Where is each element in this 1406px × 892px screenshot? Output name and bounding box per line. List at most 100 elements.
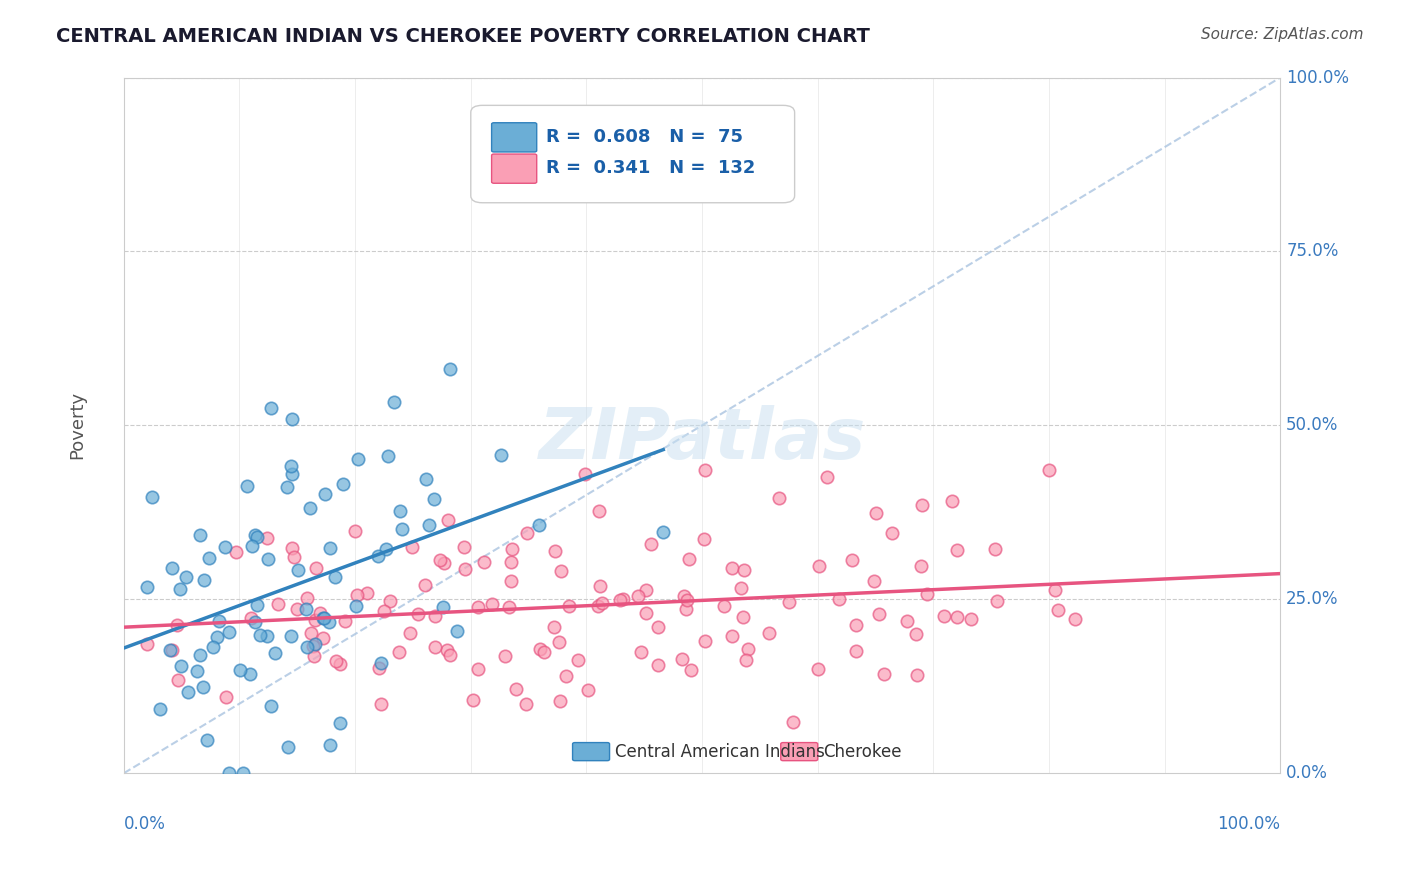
blue: [186, 664, 208, 678]
blue: [529, 518, 551, 533]
pink: [827, 592, 849, 607]
blue: [159, 643, 181, 657]
pink: [467, 662, 489, 676]
blue: [347, 452, 370, 467]
pink: [325, 654, 347, 668]
blue: [318, 541, 340, 556]
pink: [436, 513, 458, 527]
blue: [280, 467, 302, 481]
pink: [932, 609, 955, 624]
blue: [377, 449, 399, 463]
pink: [695, 633, 717, 648]
Text: R =  0.608   N =  75: R = 0.608 N = 75: [546, 128, 742, 145]
pink: [880, 526, 903, 541]
pink: [1038, 463, 1060, 477]
pink: [295, 591, 318, 606]
pink: [845, 618, 868, 632]
pink: [910, 559, 932, 574]
pink: [166, 617, 188, 632]
blue: [329, 716, 352, 731]
blue: [191, 680, 214, 694]
pink: [467, 599, 489, 614]
pink: [671, 652, 693, 666]
pink: [499, 555, 522, 569]
blue: [260, 401, 283, 416]
pink: [494, 649, 516, 664]
blue: [264, 647, 287, 661]
pink: [368, 661, 391, 675]
pink: [815, 470, 838, 484]
blue: [240, 539, 263, 553]
pink: [346, 588, 368, 602]
blue: [188, 528, 211, 542]
pink: [904, 627, 927, 641]
blue: [294, 602, 316, 616]
pink: [1047, 603, 1070, 617]
blue: [415, 472, 437, 486]
pink: [915, 587, 938, 601]
blue: [388, 504, 411, 518]
pink: [215, 690, 238, 705]
pink: [905, 668, 928, 682]
blue: [249, 628, 271, 642]
pink: [941, 494, 963, 508]
blue: [318, 615, 340, 630]
pink: [335, 615, 357, 629]
pink: [378, 594, 401, 608]
pink: [567, 653, 589, 667]
blue: [170, 659, 193, 673]
pink: [636, 582, 658, 597]
pink: [1043, 583, 1066, 598]
blue: [260, 699, 283, 714]
blue: [243, 528, 266, 542]
FancyBboxPatch shape: [492, 154, 537, 183]
pink: [782, 715, 804, 730]
pink: [945, 543, 967, 558]
pink: [721, 561, 744, 575]
pink: [329, 657, 352, 671]
pink: [413, 578, 436, 592]
blue: [214, 540, 236, 554]
blue: [391, 523, 413, 537]
pink: [574, 467, 596, 482]
pink: [312, 632, 335, 646]
blue: [232, 766, 254, 780]
FancyBboxPatch shape: [780, 742, 818, 761]
blue: [370, 656, 392, 670]
pink: [166, 673, 188, 687]
pink: [721, 629, 744, 643]
pink: [370, 698, 392, 712]
pink: [423, 640, 446, 655]
pink: [388, 645, 411, 659]
pink: [516, 525, 538, 540]
pink: [676, 593, 699, 607]
blue: [439, 362, 461, 376]
pink: [675, 602, 697, 616]
Text: 100.0%: 100.0%: [1218, 815, 1281, 833]
pink: [398, 626, 420, 640]
pink: [439, 648, 461, 663]
pink: [433, 556, 456, 570]
blue: [314, 611, 336, 625]
pink: [302, 649, 325, 664]
pink: [778, 595, 800, 609]
pink: [501, 541, 523, 556]
Text: 0.0%: 0.0%: [124, 815, 166, 833]
pink: [401, 540, 423, 554]
blue: [418, 517, 440, 532]
pink: [695, 462, 717, 476]
blue: [195, 733, 218, 747]
pink: [498, 599, 520, 614]
blue: [218, 766, 240, 780]
pink: [896, 614, 918, 628]
blue: [318, 738, 340, 752]
pink: [713, 599, 735, 613]
blue: [198, 551, 221, 566]
pink: [135, 637, 157, 651]
pink: [768, 491, 790, 506]
pink: [647, 658, 669, 673]
Text: R =  0.341   N =  132: R = 0.341 N = 132: [546, 159, 755, 177]
pink: [868, 607, 890, 621]
pink: [612, 592, 634, 607]
blue: [149, 702, 172, 716]
